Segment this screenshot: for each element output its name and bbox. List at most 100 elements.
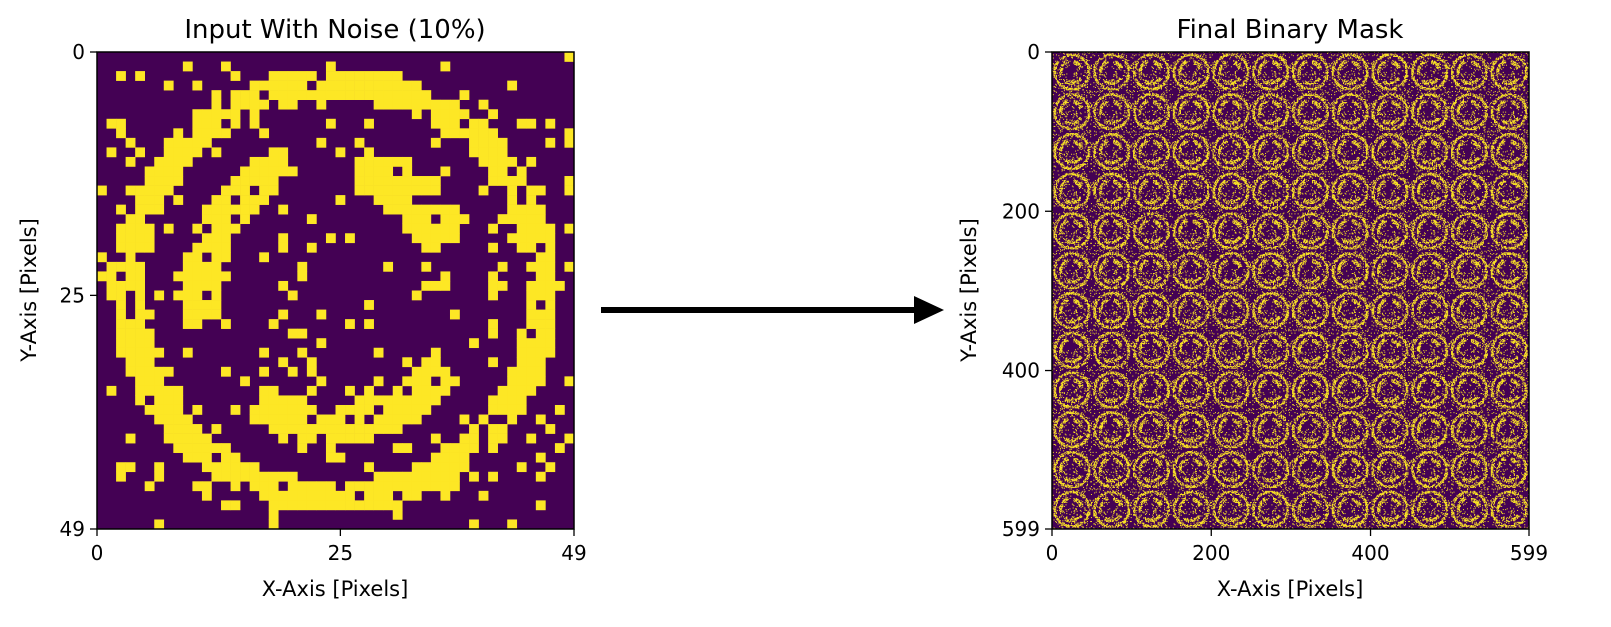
left-heatmap-pixel [440,109,450,119]
left-heatmap-pixel [431,100,441,110]
left-heatmap-pixel [126,271,136,281]
left-heatmap-pixel [202,243,212,253]
left-heatmap-pixel [183,262,193,272]
left-heatmap-pixel [393,176,403,186]
left-heatmap-pixel [355,166,365,176]
left-heatmap-pixel [202,205,212,215]
left-heatmap-pixel [564,262,574,272]
left-heatmap-pixel [393,100,403,110]
left-heatmap-pixel [326,81,336,91]
left-heatmap-pixel [297,90,307,100]
left-heatmap-pixel [221,233,231,243]
left-heatmap-pixel [402,224,412,234]
left-heatmap-pixel [355,90,365,100]
left-heatmap-pixel [564,138,574,148]
left-heatmap-pixel [288,166,298,176]
left-heatmap-pixel [355,157,365,167]
left-heatmap-pixel [526,119,536,129]
left-heatmap-pixel [307,243,317,253]
left-heatmap-pixel [240,176,250,186]
left-heatmap-pixel [479,157,489,167]
left-heatmap-pixel [135,233,145,243]
left-heatmap-pixel [192,224,202,234]
left-heatmap-pixel [221,214,231,224]
left-heatmap-pixel [383,205,393,215]
left-heatmap-pixel [173,166,183,176]
left-heatmap-pixel [211,252,221,262]
left-heatmap-pixel [488,138,498,148]
left-heatmap-pixel [211,243,221,253]
left-heatmap-pixel [173,271,183,281]
left-heatmap-pixel [231,100,241,110]
left-heatmap-pixel [221,186,231,196]
left-heatmap-pixel [536,262,546,272]
left-heatmap-pixel [383,176,393,186]
left-heatmap-pixel [231,224,241,234]
left-heatmap-pixel [183,252,193,262]
left-heatmap-pixel [517,205,527,215]
left-heatmap-pixel [126,262,136,272]
left-heatmap-pixel [479,119,489,129]
left-heatmap-pixel [440,224,450,234]
left-heatmap-pixel [202,109,212,119]
left-heatmap-pixel [440,119,450,129]
left-heatmap-pixel [517,176,527,186]
left-heatmap-pixel [288,81,298,91]
left-heatmap-pixel [211,195,221,205]
left-heatmap-pixel [278,90,288,100]
left-heatmap-pixel [126,243,136,253]
left-heatmap-pixel [440,128,450,138]
left-heatmap-pixel [488,176,498,186]
left-heatmap-pixel [126,157,136,167]
left-heatmap-pixel [326,62,336,72]
left-heatmap-pixel [507,157,517,167]
left-heatmap-pixel [412,100,422,110]
left-heatmap-pixel [211,90,221,100]
left-heatmap-pixel [488,166,498,176]
left-heatmap-pixel [431,243,441,253]
left-heatmap-pixel [297,71,307,81]
left-heatmap-pixel [402,195,412,205]
left-heatmap-pixel [383,262,393,272]
left-heatmap-pixel [469,119,479,129]
left-heatmap-pixel [393,71,403,81]
left-heatmap-pixel [402,214,412,224]
left-heatmap-pixel [393,81,403,91]
left-heatmap-pixel [526,157,536,167]
left-heatmap-pixel [507,195,517,205]
left-heatmap-pixel [202,262,212,272]
left-heatmap-pixel [164,166,174,176]
left-heatmap-pixel [278,166,288,176]
left-heatmap-pixel [402,176,412,186]
left-heatmap-pixel [192,252,202,262]
left-heatmap-pixel [507,205,517,215]
left-heatmap-pixel [145,166,155,176]
left-heatmap-pixel [250,166,260,176]
left-heatmap-pixel [526,262,536,272]
left-heatmap-pixel [440,233,450,243]
left-heatmap-pixel [192,243,202,253]
left-heatmap-pixel [507,233,517,243]
left-heatmap-pixel [97,252,107,262]
left-heatmap-pixel [269,71,279,81]
left-heatmap-pixel [192,147,202,157]
left-heatmap-pixel [440,205,450,215]
left-heatmap-pixel [297,262,307,272]
left-heatmap-pixel [498,176,508,186]
left-heatmap-pixel [364,176,374,186]
left-heatmap-pixel [421,224,431,234]
left-heatmap-pixel [240,205,250,215]
left-heatmap-pixel [192,262,202,272]
left-heatmap-pixel [364,166,374,176]
left-heatmap-pixel [145,205,155,215]
left-heatmap-pixel [221,62,231,72]
left-heatmap-pixel [450,128,460,138]
left-heatmap-pixel [307,214,317,224]
left-heatmap-pixel [364,71,374,81]
left-heatmap-pixel [488,243,498,253]
left-heatmap-pixel [383,90,393,100]
left-heatmap-pixel [469,147,479,157]
left-heatmap-pixel [221,252,231,262]
left-heatmap-pixel [269,176,279,186]
left-heatmap-pixel [526,243,536,253]
